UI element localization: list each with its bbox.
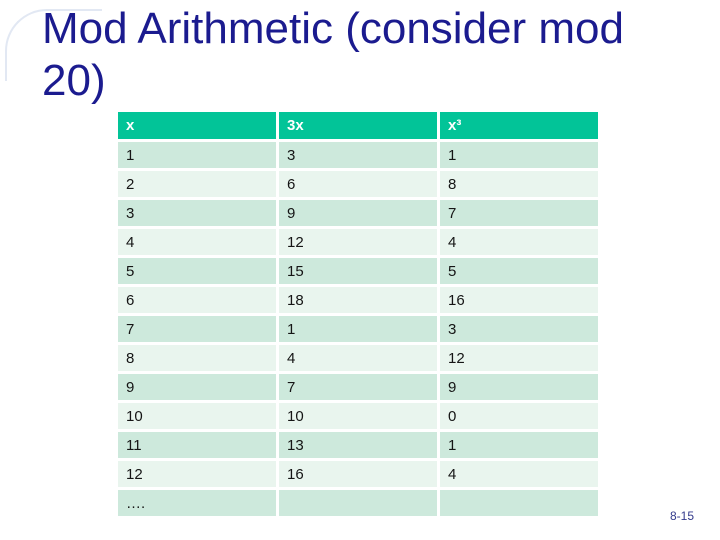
table-cell: 10 xyxy=(118,403,276,429)
table-cell: 3 xyxy=(118,200,276,226)
table-cell: 7 xyxy=(279,374,437,400)
column-header-3x: 3x xyxy=(279,112,437,139)
table-cell: 6 xyxy=(118,287,276,313)
table-cell: 7 xyxy=(440,200,598,226)
slide-border-corner xyxy=(5,9,102,81)
table-cell xyxy=(279,490,437,516)
table-cell: 4 xyxy=(118,229,276,255)
table-cell: 7 xyxy=(118,316,276,342)
table-cell: 12 xyxy=(279,229,437,255)
table-cell: 12 xyxy=(440,345,598,371)
table-cell: 1 xyxy=(440,432,598,458)
table-cell: 6 xyxy=(279,171,437,197)
table-cell: 10 xyxy=(279,403,437,429)
table-cell: 18 xyxy=(279,287,437,313)
column-header-x-cubed: x³ xyxy=(440,112,598,139)
table-row: …. xyxy=(118,490,598,516)
table-cell: 9 xyxy=(279,200,437,226)
table-header: x 3x x³ xyxy=(118,112,598,139)
table-cell: 11 xyxy=(118,432,276,458)
mod-arithmetic-table: x 3x x³ 1 3 1 2 6 8 3 9 7 4 12 4 5 15 5 6 18 16 7 1 3 8 4 12 9 7 9 10… xyxy=(115,109,601,519)
table-cell: 9 xyxy=(118,374,276,400)
slide-title-line-1: Mod Arithmetic (consider mod xyxy=(42,4,624,53)
table-cell: 5 xyxy=(440,258,598,284)
table-cell: 15 xyxy=(279,258,437,284)
table-header-row: x 3x x³ xyxy=(118,112,598,139)
table-cell: 4 xyxy=(440,229,598,255)
table-cell: 4 xyxy=(279,345,437,371)
table-cell: 2 xyxy=(118,171,276,197)
page-number: 8-15 xyxy=(670,509,695,523)
slide-title-line-2: 20) xyxy=(42,56,106,105)
table-cell: 5 xyxy=(118,258,276,284)
table-cell: 1 xyxy=(440,142,598,168)
table-row: 8 4 12 xyxy=(118,345,598,371)
table-row: 4 12 4 xyxy=(118,229,598,255)
table-row: 6 18 16 xyxy=(118,287,598,313)
table-cell xyxy=(440,490,598,516)
column-header-x: x xyxy=(118,112,276,139)
table-cell: 8 xyxy=(118,345,276,371)
table-cell: 4 xyxy=(440,461,598,487)
table-cell: 3 xyxy=(279,142,437,168)
table-row: 5 15 5 xyxy=(118,258,598,284)
table-row: 12 16 4 xyxy=(118,461,598,487)
table-row: 11 13 1 xyxy=(118,432,598,458)
table-cell: 1 xyxy=(279,316,437,342)
table-cell: 9 xyxy=(440,374,598,400)
table-cell: 3 xyxy=(440,316,598,342)
table-cell: 16 xyxy=(279,461,437,487)
table-cell: 1 xyxy=(118,142,276,168)
table-cell: …. xyxy=(118,490,276,516)
table-cell: 8 xyxy=(440,171,598,197)
table-cell: 12 xyxy=(118,461,276,487)
table-cell: 0 xyxy=(440,403,598,429)
slide-title: Mod Arithmetic (consider mod 20) xyxy=(42,3,624,107)
table-cell: 16 xyxy=(440,287,598,313)
table-row: 10 10 0 xyxy=(118,403,598,429)
table-cell: 13 xyxy=(279,432,437,458)
table-body: 1 3 1 2 6 8 3 9 7 4 12 4 5 15 5 6 18 16 7 1 3 8 4 12 9 7 9 10 10 0 11 1… xyxy=(118,142,598,516)
